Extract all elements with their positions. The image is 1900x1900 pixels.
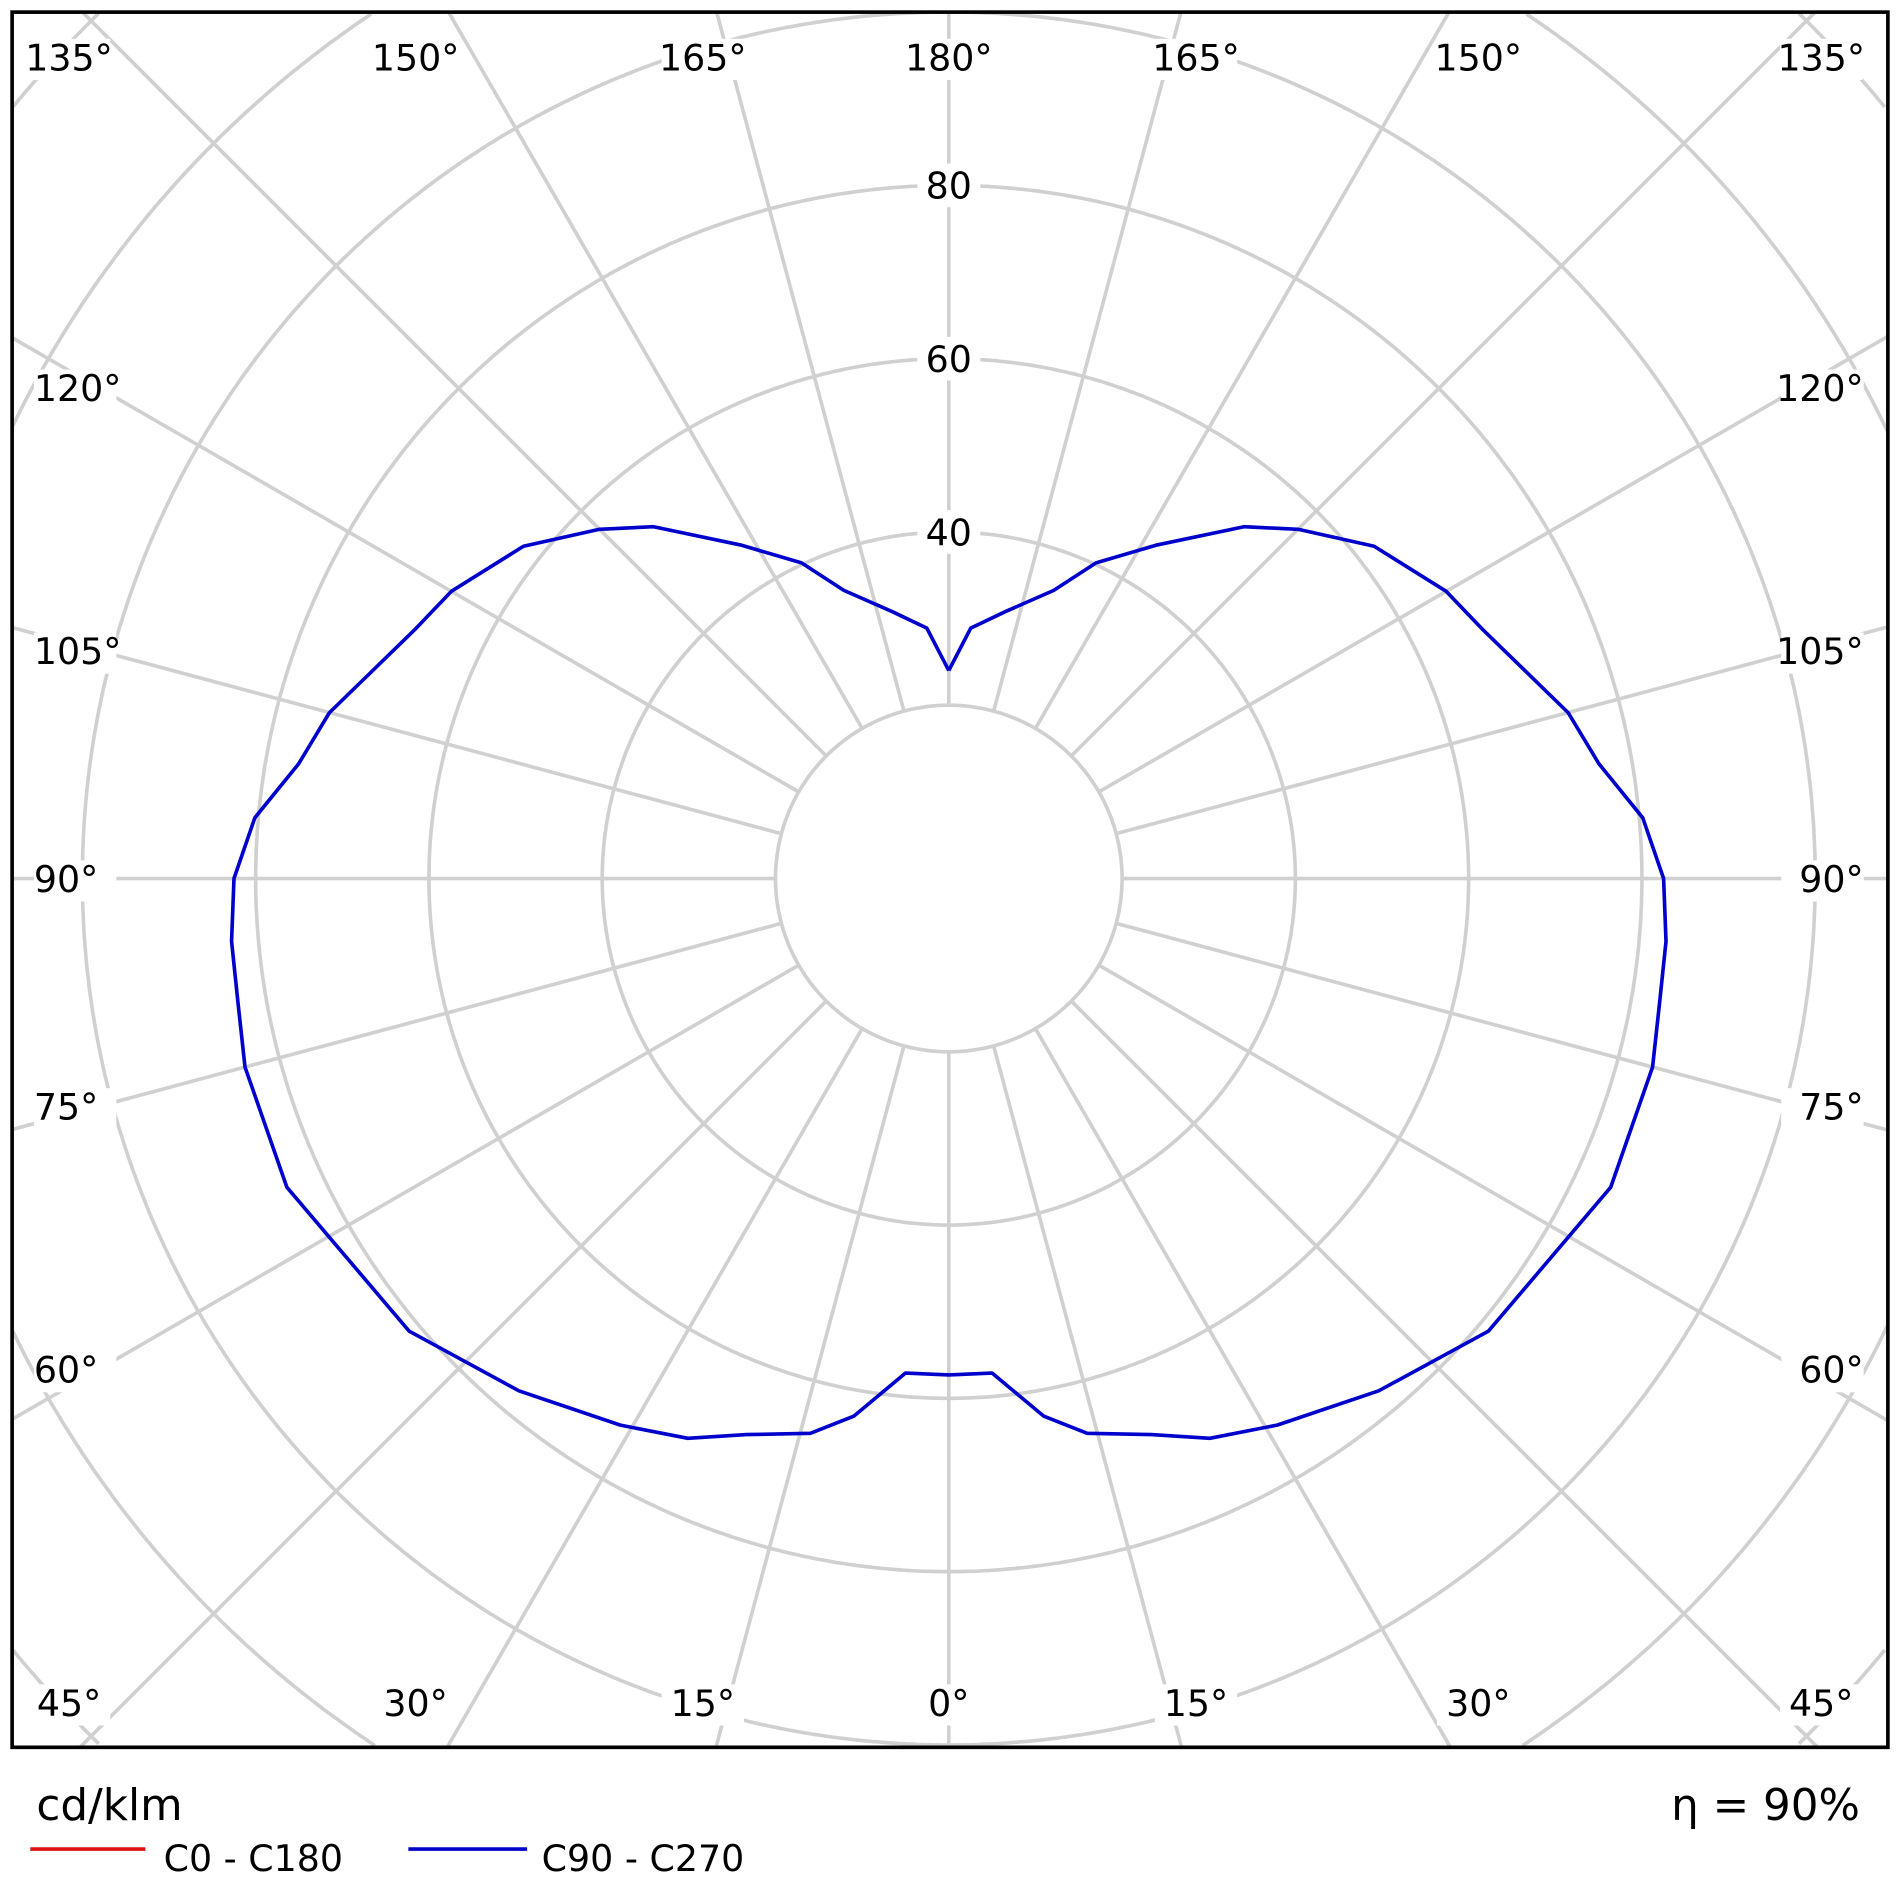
angle-label-top: 180°: [905, 36, 993, 79]
angle-label-bottom: 0°: [928, 1682, 969, 1725]
angle-label-bg: [1780, 1684, 1863, 1726]
grid-spoke: [12, 625, 782, 836]
grid-spoke: [12, 921, 782, 1132]
efficiency-label: η = 90%: [1671, 1781, 1860, 1831]
angle-label-top: 135°: [1777, 36, 1865, 79]
grid-spoke: [12, 336, 800, 794]
series-line-c90-c270: [229, 524, 1668, 1441]
plot-frame: [10, 10, 1890, 1750]
angle-label-bg: [1781, 369, 1864, 411]
angle-label-bg: [907, 1684, 990, 1726]
angle-label-bg: [1781, 632, 1864, 674]
grid-spoke: [445, 1027, 864, 1748]
angle-label-top: 165°: [1152, 36, 1240, 79]
angle-label-bg: [27, 38, 111, 80]
grid-spoke: [714, 1045, 906, 1748]
grid-spoke: [12, 963, 800, 1421]
angle-label-left: 75°: [34, 1086, 98, 1129]
angle-label-top: 165°: [659, 36, 747, 79]
angle-label-bg: [33, 1088, 117, 1130]
angle-label-bg: [374, 38, 457, 80]
radial-tick-label: 40: [926, 511, 972, 554]
angle-label-bg: [27, 1684, 111, 1726]
angle-label-right: 90°: [1799, 858, 1863, 901]
grid-spoke: [1097, 334, 1888, 794]
grid-ring-120: [12, 12, 1888, 1748]
angle-label-bg: [1437, 38, 1520, 80]
grid-spoke: [991, 12, 1183, 712]
angle-label-bottom: 30°: [1446, 1682, 1510, 1725]
grid-spoke: [1033, 1027, 1452, 1748]
unit-label: cd/klm: [36, 1781, 182, 1831]
angle-label-top: 150°: [372, 36, 460, 79]
grid-spoke: [447, 12, 864, 730]
angle-label-bg: [1780, 38, 1863, 80]
angle-label-bg: [374, 1684, 457, 1726]
radial-label-bg: [917, 336, 981, 381]
angle-label-bg: [1781, 1088, 1864, 1130]
radial-label-bg: [917, 510, 981, 554]
grid-ring-20: [773, 703, 1124, 1054]
series-layer: [229, 524, 1668, 1441]
angle-label-left: 60°: [34, 1349, 98, 1392]
angle-label-bg: [1781, 860, 1864, 902]
angle-label-bg: [33, 369, 117, 411]
angle-label-top: 135°: [25, 36, 113, 79]
angle-label-bottom: 15°: [1164, 1682, 1228, 1725]
angle-label-top: 150°: [1435, 36, 1523, 79]
grid-spoke: [991, 1045, 1184, 1748]
angle-label-bg: [33, 860, 117, 902]
angle-label-bg: [1781, 1351, 1864, 1393]
angle-label-bg: [661, 38, 745, 80]
angle-label-left: 105°: [34, 630, 122, 673]
axis-labels: 40 60 80 135° 150° 165° 180° 165° 150° 135° 45° 30°…: [25, 36, 1865, 1726]
grid-spoke: [1070, 12, 1817, 758]
grid-spoke: [1115, 625, 1888, 836]
angle-label-right: 75°: [1799, 1086, 1863, 1129]
grid-spoke: [1070, 999, 1819, 1748]
angle-label-bg: [1154, 1684, 1238, 1726]
angle-label-bg: [1437, 1684, 1520, 1726]
angle-label-bg: [1154, 38, 1238, 80]
angle-label-right: 120°: [1776, 367, 1864, 410]
angle-label-bg: [33, 632, 117, 674]
grid-spoke: [81, 12, 828, 758]
polar-grid: [12, 12, 1888, 1748]
legend-label-c0-c180: C0 - C180: [164, 1837, 343, 1880]
angle-label-right: 105°: [1776, 630, 1864, 673]
angle-label-left: 90°: [34, 858, 98, 901]
grid-spoke: [714, 12, 906, 712]
angle-label-bg: [661, 1684, 745, 1726]
angle-label-bottom: 45°: [1789, 1682, 1853, 1725]
radial-tick-label: 80: [926, 165, 972, 208]
angle-label-left: 120°: [34, 367, 122, 410]
angle-label-bg: [33, 1351, 117, 1393]
angle-label-right: 60°: [1799, 1349, 1863, 1392]
legend-label-c90-c270: C90 - C270: [542, 1837, 745, 1880]
grid-spoke: [1033, 12, 1451, 730]
radial-label-bg: [917, 163, 981, 208]
angle-label-bottom: 45°: [37, 1682, 101, 1725]
angle-label-bottom: 15°: [671, 1682, 735, 1725]
grid-spoke: [1115, 921, 1888, 1132]
grid-spoke: [1097, 963, 1888, 1423]
angle-label-bg: [907, 38, 990, 80]
radial-tick-label: 60: [926, 338, 972, 381]
angle-label-bottom: 30°: [383, 1682, 447, 1725]
grid-spoke: [78, 999, 828, 1748]
